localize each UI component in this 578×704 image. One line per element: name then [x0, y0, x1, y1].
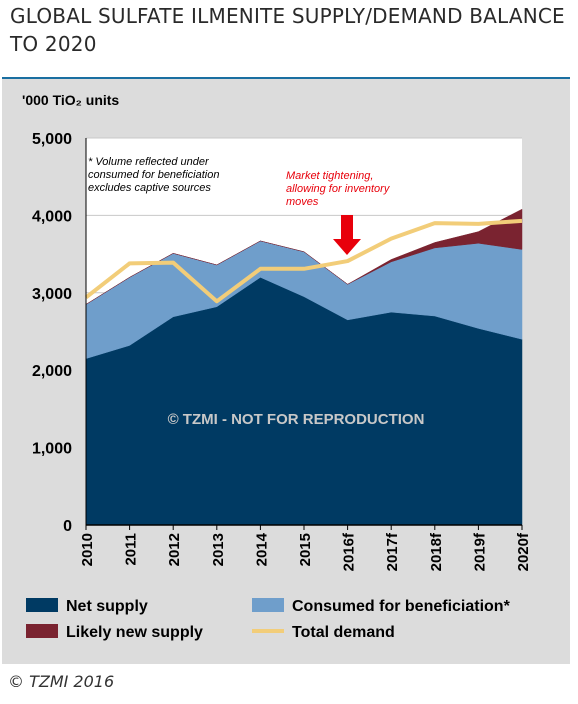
y-tick-label-3,000: 3,000	[32, 286, 72, 303]
legend-label-total-demand: Total demand	[292, 624, 395, 641]
x-tick-label-2017f: 2017f	[384, 532, 401, 571]
legend-label-consumed-for-beneficiation: Consumed for beneficiation*	[292, 598, 511, 615]
chart-svg: '000 TiO₂ units 0 1,000 2,000 3,000 4,000 5,0…	[22, 92, 532, 641]
x-tick-label-2012: 2012	[166, 533, 183, 566]
x-tick-label-2013: 2013	[210, 533, 227, 566]
chart-panel: '000 TiO₂ units 0 1,000 2,000 3,000 4,000 5,0…	[2, 77, 570, 664]
market-arrow	[333, 215, 361, 255]
x-tick-label-2019f: 2019f	[471, 532, 488, 571]
area-likely-new-supply	[85, 208, 523, 305]
legend-label-net-supply: Net supply	[66, 598, 148, 615]
footnote-annotation: * Volume reflected under consumed for be…	[88, 156, 223, 194]
y-tick-label-2,000: 2,000	[32, 363, 72, 380]
y-axis-label: '000 TiO₂ units	[22, 92, 119, 108]
x-tick-label-2010: 2010	[79, 533, 96, 566]
x-tick-label-2011: 2011	[123, 533, 140, 566]
y-tick-label-4,000: 4,000	[32, 208, 72, 225]
x-tick-label-2014: 2014	[253, 532, 270, 566]
x-tick-label-2016f: 2016f	[341, 532, 358, 571]
legend-swatch-likely-new-supply	[26, 624, 58, 638]
total-demand-line	[84, 218, 523, 304]
x-tick-label-2020f: 2020f	[515, 532, 532, 571]
copyright-note: © TZMI 2016	[8, 672, 115, 691]
legend-swatch-consumed-for-beneficiation	[252, 598, 284, 612]
y-tick-label-5,000: 5,000	[32, 131, 72, 148]
legend: Net supply Consumed for beneficiation* Lik…	[26, 598, 511, 641]
x-tick-label-2018f: 2018f	[428, 532, 445, 571]
chart-title: GLOBAL SULFATE ILMENITE SUPPLY/DEMAND BA…	[10, 4, 565, 56]
y-tick-label-0: 0	[63, 518, 72, 535]
legend-label-likely-new-supply: Likely new supply	[66, 624, 203, 641]
market-annotation: Market tightening, allowing for inventor…	[286, 170, 392, 208]
legend-swatch-net-supply	[26, 598, 58, 612]
x-tick-label-2015: 2015	[297, 533, 314, 566]
y-tick-label-1,000: 1,000	[32, 441, 72, 458]
watermark: © TZMI - NOT FOR REPRODUCTION	[168, 411, 425, 428]
